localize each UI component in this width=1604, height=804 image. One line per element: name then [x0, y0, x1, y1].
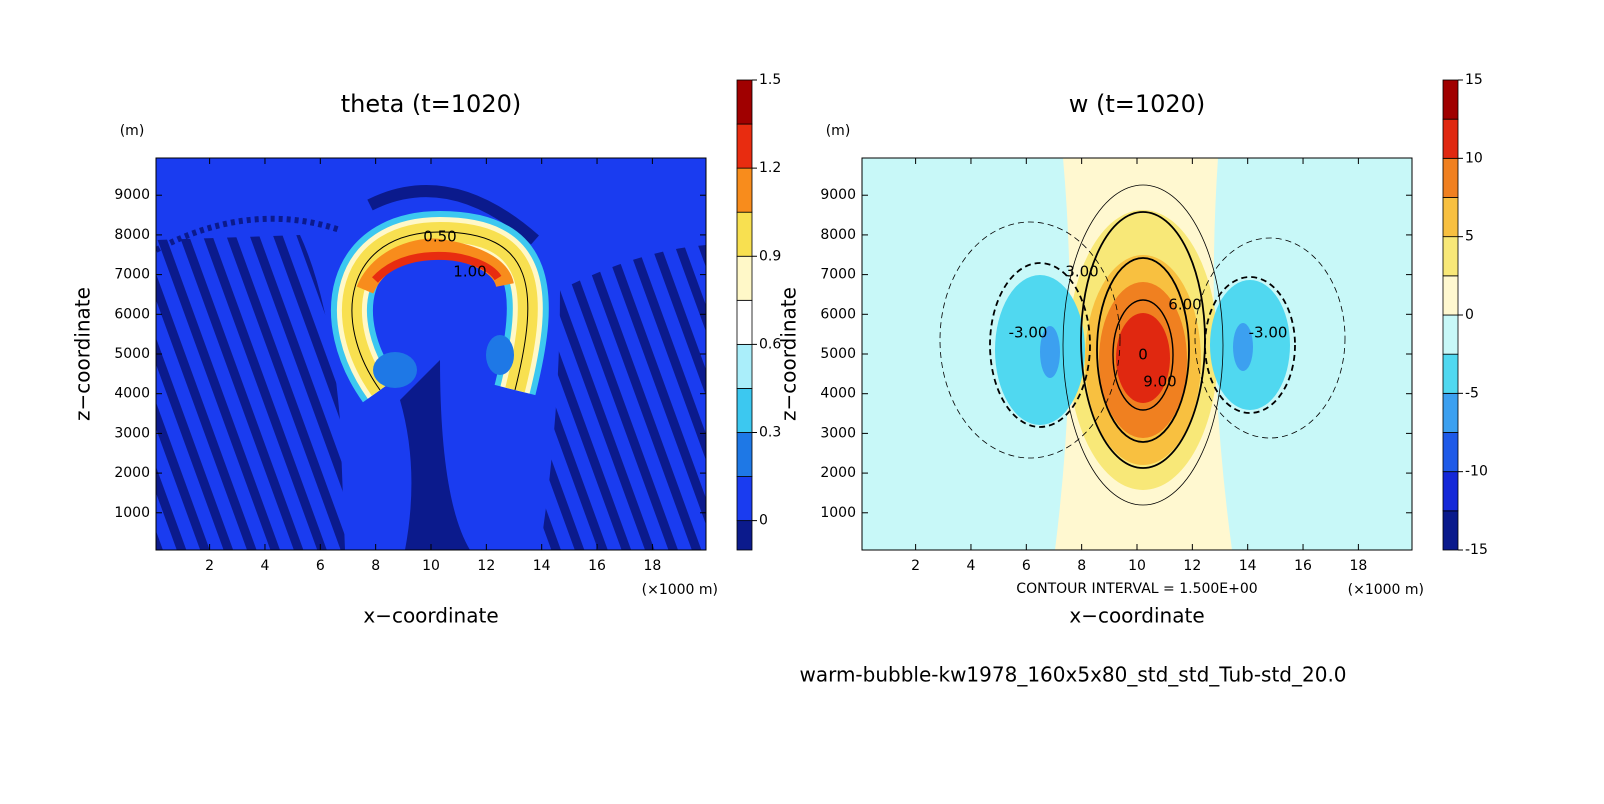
- y-tick-label: 4000: [114, 386, 150, 402]
- colorbar-tick-label: 15: [1465, 72, 1483, 88]
- contour-label: 0: [1138, 346, 1148, 364]
- y-tick-label: 5000: [114, 346, 150, 362]
- colorbar-segment: [1442, 471, 1459, 512]
- colorbar-segment: [736, 211, 753, 257]
- colorbar-segment: [1442, 197, 1459, 238]
- colorbar-segment: [1442, 118, 1459, 159]
- y-tick-label: 3000: [820, 425, 856, 441]
- x-tick-label: 10: [422, 558, 440, 574]
- colorbar-segment: [736, 79, 753, 125]
- colorbar-segment: [736, 255, 753, 301]
- colorbar-tick-label: 0.6: [759, 336, 781, 352]
- y-tick-label: 6000: [114, 306, 150, 322]
- x-tick-label: 16: [588, 558, 606, 574]
- contour-label: 6.00: [1168, 296, 1201, 314]
- colorbar-tick-label: -10: [1465, 464, 1488, 480]
- y-tick-label: 8000: [820, 227, 856, 243]
- colorbar-tick-label: -15: [1465, 542, 1488, 558]
- colorbar-segment: [1442, 314, 1459, 355]
- colorbar-segment: [1442, 79, 1459, 120]
- x-unit: (×1000 m): [1348, 582, 1424, 598]
- y-tick-label: 9000: [114, 187, 150, 203]
- x-tick-label: 18: [643, 558, 661, 574]
- x-tick-label: 2: [205, 558, 214, 574]
- colorbar-segment: [736, 299, 753, 345]
- y-tick-label: 5000: [820, 346, 856, 362]
- colorbar-tick-label: 10: [1465, 150, 1483, 166]
- colorbar-tick-label: 1.5: [759, 72, 781, 88]
- x-tick-label: 18: [1349, 558, 1367, 574]
- x-tick-label: 8: [371, 558, 380, 574]
- y-tick-label: 2000: [114, 465, 150, 481]
- y-unit: (m): [826, 123, 851, 139]
- y-tick-label: 2000: [820, 465, 856, 481]
- colorbar-segment: [1442, 510, 1459, 551]
- contour-label: 0.50: [423, 228, 456, 246]
- x-unit: (×1000 m): [642, 582, 718, 598]
- x-tick-label: 10: [1128, 558, 1146, 574]
- x-tick-label: 8: [1077, 558, 1086, 574]
- chart-layer: 2 4 6 8 10 12 14 16 1810002000300040005000600070…: [71, 72, 1488, 628]
- colorbar-tick-label: 0.9: [759, 248, 781, 264]
- x-tick-label: 4: [967, 558, 976, 574]
- x-axis-label: x−coordinate: [363, 604, 498, 628]
- colorbar-segment: [1442, 275, 1459, 316]
- x-tick-label: 2: [911, 558, 920, 574]
- colorbar-tick-label: 1.2: [759, 160, 781, 176]
- colorbar-segment: [736, 343, 753, 389]
- colorbar-tick-label: -5: [1465, 385, 1479, 401]
- colorbar-tick-label: 0.3: [759, 425, 781, 441]
- colorbar-tick-label: 5: [1465, 229, 1474, 245]
- colorbar-segment: [736, 520, 753, 551]
- colorbar-segment: [1442, 432, 1459, 473]
- y-axis-label: z−coordinate: [777, 287, 801, 421]
- footer: warm-bubble-kw1978_160x5x80_std_std_Tub-…: [799, 663, 1346, 687]
- colorbar-segment: [736, 388, 753, 433]
- chart-title: w (t=1020): [1069, 90, 1206, 118]
- x-tick-label: 16: [1294, 558, 1312, 574]
- colorbar-segment: [1442, 353, 1459, 394]
- x-tick-label: 6: [1022, 558, 1031, 574]
- colorbar-segment: [1442, 392, 1459, 433]
- colorbar-segment: [1442, 236, 1459, 277]
- theta-field: [156, 158, 706, 550]
- x-tick-label: 6: [316, 558, 325, 574]
- contour-interval: CONTOUR INTERVAL = 1.500E+00: [1016, 581, 1257, 597]
- y-unit: (m): [120, 123, 145, 139]
- contour-label: -3.00: [1249, 324, 1288, 342]
- colorbar-segment: [736, 432, 753, 477]
- y-tick-label: 1000: [114, 505, 150, 521]
- colorbar-tick-label: 0: [759, 513, 768, 529]
- y-axis-label: z−coordinate: [71, 287, 95, 421]
- x-tick-label: 12: [477, 558, 495, 574]
- contour-label: 3.00: [1065, 263, 1098, 281]
- colorbar-tick-label: 0: [1465, 307, 1474, 323]
- y-tick-label: 7000: [820, 267, 856, 283]
- x-axis-label: x−coordinate: [1069, 604, 1204, 628]
- colorbar-segment: [736, 476, 753, 522]
- x-tick-label: 14: [1239, 558, 1257, 574]
- colorbar-segment: [1442, 157, 1459, 198]
- y-tick-label: 8000: [114, 227, 150, 243]
- colorbar-segment: [736, 167, 753, 213]
- contour-label: 9.00: [1143, 373, 1176, 391]
- y-tick-label: 9000: [820, 187, 856, 203]
- w-field: [862, 158, 1412, 550]
- y-tick-label: 1000: [820, 505, 856, 521]
- y-tick-label: 4000: [820, 386, 856, 402]
- x-tick-label: 12: [1183, 558, 1201, 574]
- y-tick-label: 7000: [114, 267, 150, 283]
- y-tick-label: 6000: [820, 306, 856, 322]
- contour-label: -3.00: [1009, 324, 1048, 342]
- colorbar-segment: [736, 123, 753, 169]
- y-tick-label: 3000: [114, 425, 150, 441]
- contour-label: 1.00: [453, 263, 486, 281]
- x-tick-label: 14: [533, 558, 551, 574]
- chart-title: theta (t=1020): [341, 90, 521, 118]
- x-tick-label: 4: [261, 558, 270, 574]
